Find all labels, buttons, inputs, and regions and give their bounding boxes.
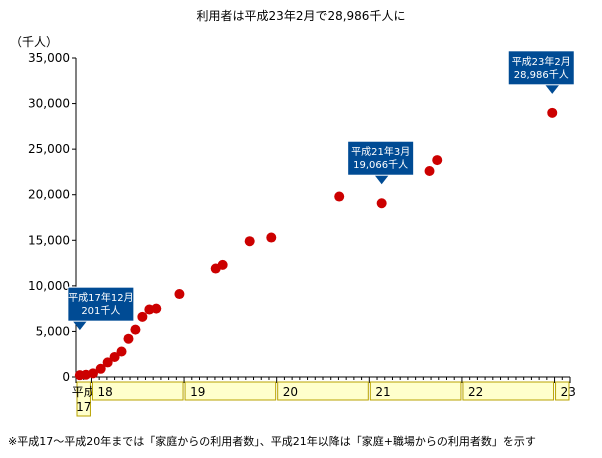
year-band-box xyxy=(555,381,570,401)
callout-pointer xyxy=(374,175,389,185)
year-band-label: 19 xyxy=(190,385,205,399)
callout-box xyxy=(347,140,415,176)
callout-pointer xyxy=(72,321,87,331)
callout-line1: 平成23年2月 xyxy=(512,55,571,68)
callout-line1: 平成17年12月 xyxy=(68,291,133,304)
callout-line2: 28,986千人 xyxy=(514,69,569,81)
data-point xyxy=(87,368,98,379)
callout-box xyxy=(507,50,575,86)
y-tick-label: 30,000 xyxy=(28,97,70,111)
data-point xyxy=(123,333,134,344)
data-point xyxy=(266,232,277,243)
year-band-box xyxy=(462,381,555,401)
year-band-box xyxy=(184,381,277,401)
year-band-label: 21 xyxy=(375,385,390,399)
y-axis-label: （千人） xyxy=(10,35,58,49)
data-point xyxy=(334,191,345,202)
data-point xyxy=(151,303,162,314)
year-band-box xyxy=(277,381,369,401)
chart: 利用者は平成23年2月で28,986千人に （千人） 0 5,000 10,000 15,… xyxy=(10,9,576,417)
data-point xyxy=(116,346,127,357)
callout-box xyxy=(67,286,135,322)
year-band-box xyxy=(91,381,184,401)
y-tick-label: 25,000 xyxy=(28,142,70,156)
y-tick-label: 35,000 xyxy=(28,51,70,65)
year-band-label: 17 xyxy=(76,400,91,414)
data-point xyxy=(376,198,387,209)
data-point xyxy=(217,259,228,270)
data-point xyxy=(137,311,148,322)
year-band-label: 18 xyxy=(97,385,112,399)
data-point xyxy=(547,107,558,118)
data-point xyxy=(424,166,435,177)
footnote: ※平成17〜平成20年までは「家庭からの利用者数」、平成21年以降は「家庭+職場… xyxy=(8,435,536,448)
data-point xyxy=(95,363,106,374)
year-band-label: 平成 xyxy=(72,385,96,399)
callout-pointer xyxy=(545,84,560,94)
callout-line1: 平成21年3月 xyxy=(351,145,410,158)
year-band-label: 23 xyxy=(561,385,576,399)
callout-line2: 201千人 xyxy=(81,305,120,317)
data-point xyxy=(244,236,255,247)
y-tick-label: 5,000 xyxy=(36,324,70,338)
year-band-box xyxy=(76,381,91,417)
y-tick-label: 15,000 xyxy=(28,233,70,247)
y-tick-label: 20,000 xyxy=(28,188,70,202)
data-point xyxy=(102,357,113,368)
data-point xyxy=(109,351,120,362)
year-band-box xyxy=(369,381,462,401)
callout-line2: 19,066千人 xyxy=(353,159,408,171)
y-tick-label: 0 xyxy=(62,370,70,384)
data-point xyxy=(130,324,141,335)
year-band-label: 20 xyxy=(283,385,298,399)
chart-title: 利用者は平成23年2月で28,986千人に xyxy=(197,9,406,23)
y-tick-label: 10,000 xyxy=(28,279,70,293)
data-point xyxy=(174,289,185,300)
year-band-label: 22 xyxy=(468,385,483,399)
data-point xyxy=(432,155,443,166)
